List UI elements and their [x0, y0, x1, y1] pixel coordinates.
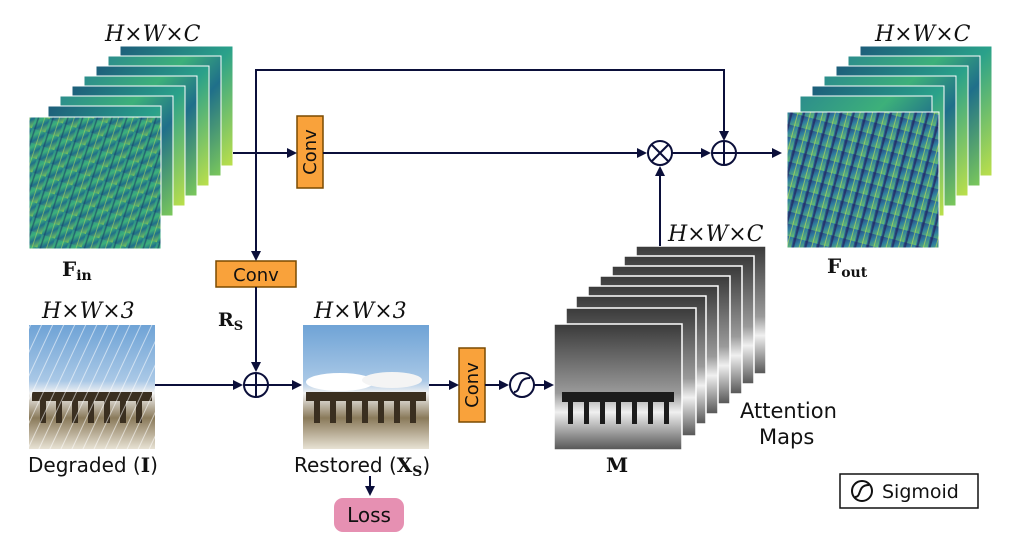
svg-text:Conv: Conv: [462, 362, 483, 408]
svg-text:Conv: Conv: [300, 129, 321, 175]
residual-label: RS: [218, 309, 243, 334]
restored-dims-label: H×W×3: [313, 299, 407, 324]
legend-sigmoid: Sigmoid: [839, 473, 979, 509]
degraded-caption: Degraded (I): [28, 453, 158, 477]
connections: [155, 69, 782, 496]
attention-caption-line2: Maps: [759, 425, 814, 449]
loss-block: Loss: [334, 498, 404, 532]
svg-text:Conv: Conv: [233, 265, 279, 286]
conv-block-top: Conv: [296, 115, 324, 189]
sigmoid-operator: [509, 372, 535, 398]
legend-sigmoid-label: Sigmoid: [882, 481, 959, 503]
svg-text:Loss: Loss: [347, 503, 391, 527]
degraded-dims-label: H×W×3: [41, 299, 135, 324]
output-feature-stack: [786, 45, 993, 249]
attention-label: M: [606, 453, 628, 477]
add-operator-top: [711, 140, 737, 166]
restored-caption: Restored (XS): [294, 453, 430, 480]
conv-block-middle: Conv: [215, 260, 297, 288]
output-dims-label: H×W×C: [874, 22, 971, 47]
add-operator-bottom: [243, 372, 269, 398]
input-dims-label: H×W×C: [104, 22, 201, 47]
multiply-operator: [647, 140, 673, 166]
output-feature-label: Fout: [827, 254, 868, 281]
attention-caption-line1: Attention: [740, 399, 837, 423]
input-feature-stack: [28, 45, 234, 250]
degraded-image: [29, 325, 155, 449]
conv-block-restore: Conv: [458, 347, 486, 423]
input-feature-label: Fin: [62, 257, 92, 284]
restored-image: [303, 325, 429, 449]
attention-maps-stack: [553, 245, 767, 451]
attention-dims-label: H×W×C: [667, 222, 764, 247]
